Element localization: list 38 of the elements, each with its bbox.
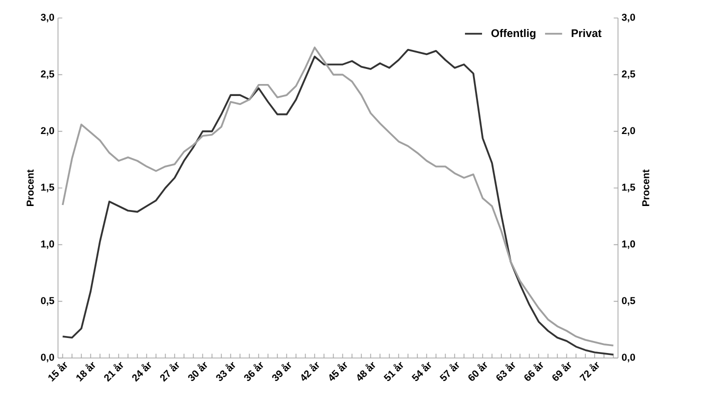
y-tick-label: 2,5 <box>40 70 54 79</box>
x-tick-label: 45 år <box>329 362 348 381</box>
x-tick-label: 57 år <box>440 362 460 382</box>
y-tick-label: 3,0 <box>40 14 54 22</box>
x-tick-label: 69 år <box>552 362 572 381</box>
y-tick-label: 1,5 <box>41 184 54 192</box>
x-tick-label: 66 år <box>524 362 544 381</box>
x-tick-label: 60 år <box>468 362 488 381</box>
y2-tick-label: 0,5 <box>622 297 636 306</box>
y-tick-label: 0,5 <box>40 297 54 306</box>
y-tick-label: 1,0 <box>41 240 54 249</box>
x-tick-label: 33 år <box>216 362 236 382</box>
x-tick-label: 30 år <box>188 362 208 382</box>
y2-tick-label: 0,0 <box>622 354 636 362</box>
x-tick-label: 54 år <box>412 362 432 382</box>
x-tick-label: 63 år <box>496 362 516 381</box>
x-tick-label: 27 år <box>160 362 180 382</box>
x-tick-label: 42 år <box>301 362 320 381</box>
x-tick-label: 18 år <box>76 362 96 382</box>
y-tick-label: 0,0 <box>40 354 54 362</box>
x-tick-label: 36 år <box>244 362 264 382</box>
y2-tick-label: 1,0 <box>622 240 636 249</box>
x-tick-label: 24 år <box>132 362 152 382</box>
x-tick-label: 21 år <box>104 362 124 382</box>
x-tick-label: 51 år <box>384 362 404 382</box>
x-tick-label: 72 år <box>579 362 600 382</box>
x-tick-label: 48 år <box>357 362 376 381</box>
y-axis-title: Procent <box>26 170 34 206</box>
x-tick-label: 39 år <box>272 362 292 382</box>
legend-label: Offentlig <box>491 29 536 40</box>
y-tick-label: 2,0 <box>40 127 54 136</box>
y2-tick-label: 2,5 <box>622 70 636 79</box>
y2-tick-label: 2,0 <box>622 127 636 136</box>
y2-axis-title: Procent <box>642 170 650 206</box>
x-tick-label: 15 år <box>48 362 68 382</box>
y2-tick-label: 3,0 <box>622 14 636 22</box>
y2-tick-label: 1,5 <box>622 184 636 192</box>
legend-label: Privat <box>572 29 602 38</box>
